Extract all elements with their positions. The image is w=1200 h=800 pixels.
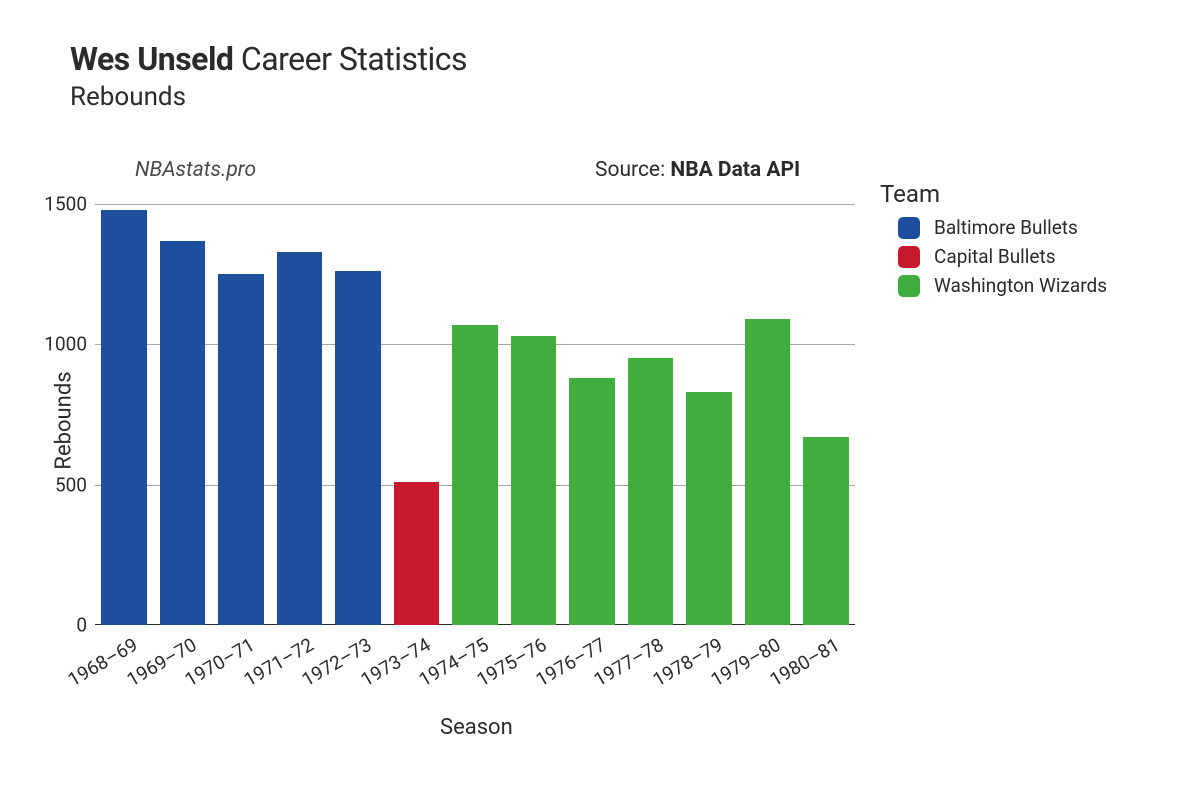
bar	[803, 437, 849, 625]
bar	[335, 271, 381, 625]
legend-item: Capital Bullets	[880, 245, 1107, 268]
legend-swatch	[898, 217, 920, 239]
legend-label: Baltimore Bullets	[934, 216, 1078, 239]
legend: Team Baltimore Bullets Capital Bullets Was…	[880, 180, 1107, 303]
bar	[628, 358, 674, 625]
legend-swatch	[898, 246, 920, 268]
title-suffix: Career Statistics	[241, 40, 467, 78]
legend-swatch	[898, 275, 920, 297]
chart-title-group: Wes Unseld Career Statistics Rebounds	[70, 40, 467, 112]
y-tick-label: 0	[76, 614, 95, 637]
legend-label: Capital Bullets	[934, 245, 1056, 268]
bar	[394, 482, 440, 625]
bar	[218, 274, 264, 625]
bar	[101, 210, 147, 625]
legend-title: Team	[880, 180, 1107, 208]
y-tick-label: 1000	[44, 333, 95, 356]
bar	[511, 336, 557, 625]
y-tick-label: 1500	[44, 193, 95, 216]
player-name: Wes Unseld	[70, 40, 233, 78]
source-prefix: Source:	[595, 158, 670, 182]
x-axis-title: Season	[440, 715, 513, 740]
gridline	[95, 204, 855, 205]
bar	[452, 325, 498, 625]
source-name: NBA Data API	[670, 158, 800, 182]
chart-title: Wes Unseld Career Statistics	[70, 40, 467, 78]
plot-area: 0500100015001968–691969–701970–711971–72…	[95, 190, 855, 625]
bar	[686, 392, 732, 625]
source-label: Source: NBA Data API	[595, 158, 800, 182]
legend-item: Washington Wizards	[880, 274, 1107, 297]
legend-item: Baltimore Bullets	[880, 216, 1107, 239]
chart-container: Wes Unseld Career Statistics Rebounds NB…	[0, 0, 1200, 800]
bar	[160, 241, 206, 625]
y-axis-title: Rebounds	[52, 371, 77, 469]
legend-label: Washington Wizards	[934, 274, 1107, 297]
y-tick-label: 500	[55, 473, 95, 496]
bar	[745, 319, 791, 625]
bar	[569, 378, 615, 625]
bar	[277, 252, 323, 625]
legend-items: Baltimore Bullets Capital Bullets Washingt…	[880, 216, 1107, 297]
watermark-label: NBAstats.pro	[135, 158, 256, 182]
chart-subtitle: Rebounds	[70, 82, 467, 112]
